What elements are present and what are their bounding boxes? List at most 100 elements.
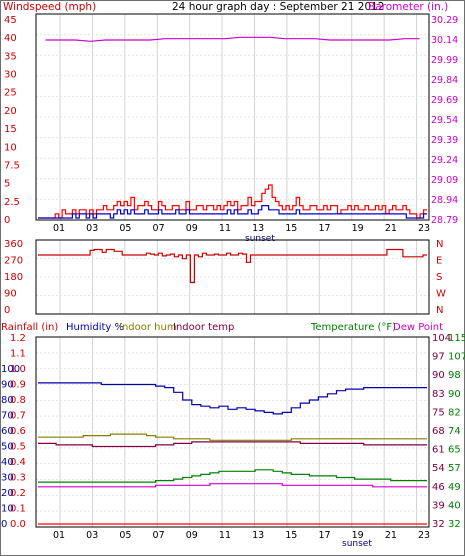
temperature-legend-label: Temperature (°F): [310, 322, 396, 333]
compass-point-label: E: [436, 256, 442, 267]
rainfall-tick-label: 1.1: [10, 349, 26, 360]
panel3-hour-tick-label: 11: [219, 530, 231, 541]
panel3-hour-tick-label: 21: [385, 530, 397, 541]
windspeed-tick-label: 30: [4, 70, 17, 81]
panel3-hour-tick-label: 23: [418, 530, 430, 541]
windspeed-tick-label: 10: [4, 142, 17, 153]
temperature-tick-label: 32: [448, 519, 461, 530]
rainfall-tick-label: 0.8: [10, 395, 26, 406]
panel1-hour-tick-label: 23: [418, 223, 430, 234]
humidity-tick-label: 30: [1, 473, 14, 484]
windspeed-axis-label: Windspeed (mph): [3, 1, 96, 13]
indoor-temp-series-line: [38, 441, 427, 448]
wind-direction-tick-label: 180: [4, 272, 23, 283]
rainfall-tick-label: 0.4: [10, 457, 26, 468]
temperature-tick-label: 57: [448, 463, 461, 474]
windspeed-tick-label: 5: [4, 179, 10, 190]
humidity-tick-label: 0: [1, 519, 7, 530]
indoor-temp-tick-label: 90: [432, 370, 445, 381]
temperature-tick-label: 115: [448, 333, 465, 344]
compass-point-label: N: [436, 239, 443, 250]
rainfall-tick-label: 0.9: [10, 380, 26, 391]
temperature-tick-label: 40: [448, 500, 461, 511]
panel1-hour-tick-label: 11: [219, 223, 231, 234]
panel1-plot-area: [35, 13, 430, 221]
indoor-temp-tick-label: 68: [432, 426, 445, 437]
humidity-tick-label: 40: [1, 457, 14, 468]
panel1-hour-tick-label: 01: [53, 223, 65, 234]
windspeed-tick-label: 25: [4, 88, 17, 99]
barometer-tick-label: 29.84: [431, 75, 458, 86]
humidity-tick-label: 80: [1, 395, 14, 406]
panel1-hour-tick-label: 17: [318, 223, 330, 234]
humidity-tick-label: 50: [1, 442, 14, 453]
wind-direction-tick-label: 360: [4, 239, 23, 250]
humidity-tick-label: 70: [1, 411, 14, 422]
barometer-tick-label: 29.09: [431, 175, 458, 186]
panel3-hour-tick-label: 01: [53, 530, 65, 541]
panel1-hour-tick-label: 09: [186, 223, 198, 234]
rainfall-axis-label: Rainfall (in): [1, 322, 58, 333]
panel1-hour-tick-label: 03: [86, 223, 98, 234]
barometer-tick-label: 29.39: [431, 135, 458, 146]
barometer-tick-label: 28.94: [431, 195, 458, 206]
windspeed-series-line: [38, 184, 427, 219]
indoor-temp-tick-label: 61: [432, 445, 445, 456]
panel3-sunset-label: sunset: [342, 539, 372, 549]
barometer-tick-label: 29.54: [431, 115, 458, 126]
wind-direction-series-line: [38, 248, 427, 284]
temperature-tick-label: 74: [448, 426, 461, 437]
rainfall-tick-label: 0.2: [10, 488, 26, 499]
humidity-tick-label: 100: [1, 364, 20, 375]
panel1-hour-tick-label: 19: [352, 223, 364, 234]
temperature-series-line: [38, 469, 427, 483]
windspeed-tick-label: 7.5: [4, 160, 20, 171]
panel1-hour-tick-label: 05: [119, 223, 131, 234]
panel3-hour-tick-label: 17: [318, 530, 330, 541]
wind-gust-series-line: [38, 205, 427, 219]
indoor-temp-tick-label: 104: [432, 333, 451, 344]
rainfall-tick-label: 1.2: [10, 333, 26, 344]
indoor-temp-tick-label: 32: [432, 519, 445, 530]
humidity-legend-label: Humidity %: [66, 322, 124, 333]
windspeed-tick-label: 15: [4, 124, 17, 135]
rainfall-tick-label: 0.3: [10, 473, 26, 484]
rainfall-tick-label: 0.6: [10, 426, 26, 437]
temperature-tick-label: 65: [448, 445, 461, 456]
humidity-tick-label: 10: [1, 504, 14, 515]
compass-point-label: S: [436, 272, 442, 283]
panel3-hour-tick-label: 03: [86, 530, 98, 541]
panel1-sunset-label: sunset: [245, 234, 275, 244]
chart-title: 24 hour graph day : September 21 2012: [172, 1, 384, 13]
indoor-temp-tick-label: 97: [432, 352, 445, 363]
panel3-hour-tick-label: 07: [153, 530, 165, 541]
barometer-series-line: [45, 36, 420, 42]
panel1-hour-tick-label: 13: [252, 223, 264, 234]
dew-point-legend-label: Dew Point: [393, 322, 443, 333]
rainfall-tick-label: 1.0: [10, 364, 26, 375]
indoor-hum-series-line: [38, 433, 427, 441]
indoor-temp-tick-label: 83: [432, 389, 445, 400]
panel3-hour-tick-label: 15: [285, 530, 297, 541]
indoor-temp-tick-label: 75: [432, 407, 445, 418]
panel3-hour-tick-label: 09: [186, 530, 198, 541]
panel1-hour-tick-label: 21: [385, 223, 397, 234]
humidity-tick-label: 90: [1, 380, 14, 391]
barometer-tick-label: 28.79: [431, 215, 458, 226]
barometer-tick-label: 30.29: [431, 15, 458, 26]
compass-point-label: N: [436, 305, 443, 316]
rainfall-tick-label: 0.0: [10, 519, 26, 530]
temperature-tick-label: 49: [448, 482, 461, 493]
barometer-tick-label: 30.14: [431, 35, 458, 46]
windspeed-tick-label: 45: [4, 15, 17, 26]
temperature-tick-label: 82: [448, 407, 461, 418]
wind-direction-tick-label: 270: [4, 256, 23, 267]
indoor-temp-tick-label: 54: [432, 463, 445, 474]
rainfall-tick-label: 0.5: [10, 442, 26, 453]
humidity-series-line: [38, 382, 427, 415]
panel3-hour-tick-label: 19: [352, 530, 364, 541]
temperature-tick-label: 98: [448, 370, 461, 381]
barometer-tick-label: 29.69: [431, 95, 458, 106]
windspeed-tick-label: 2.5: [4, 197, 20, 208]
compass-point-label: W: [436, 289, 446, 300]
